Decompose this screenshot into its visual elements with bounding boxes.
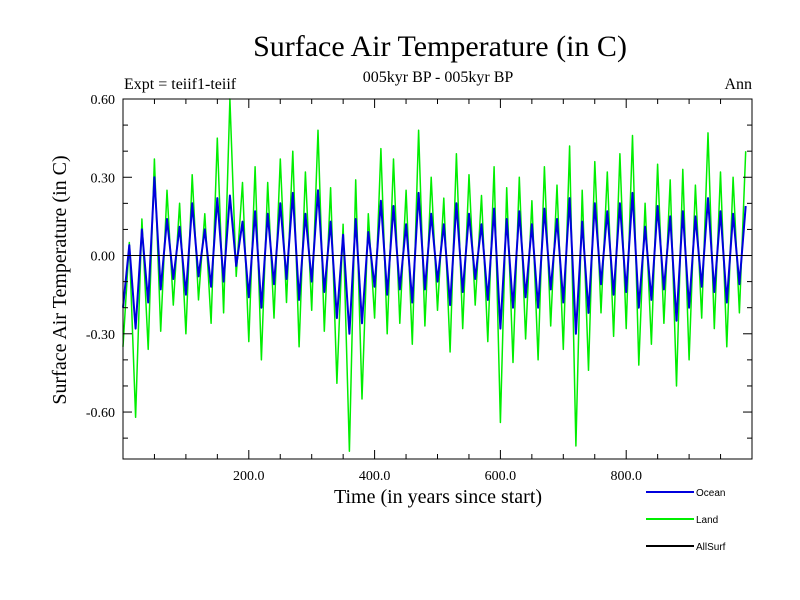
x-tick-label: 600.0 (485, 469, 517, 484)
chart-subtitle: 005kyr BP - 005kyr BP (363, 69, 514, 86)
plot-area (122, 98, 747, 452)
legend-label-land: Land (696, 515, 718, 526)
y-tick-label: 0.30 (91, 171, 116, 186)
y-tick-label: 0.60 (91, 93, 116, 108)
legend-label-allsurf: AllSurf (696, 542, 726, 553)
y-tick-label: 0.00 (91, 250, 116, 265)
experiment-label: Expt = teiif1-teiif (124, 76, 237, 93)
x-tick-label: 800.0 (610, 469, 642, 484)
x-tick-label: 200.0 (233, 469, 265, 484)
x-tick-label: 400.0 (359, 469, 391, 484)
y-tick-label: -0.30 (86, 328, 115, 343)
series-line-ocean (122, 176, 747, 335)
y-tick-label: -0.60 (86, 406, 115, 421)
chart-title: Surface Air Temperature (in C) (253, 30, 627, 63)
season-label: Ann (724, 76, 752, 93)
legend-label-ocean: Ocean (696, 488, 725, 499)
axes: 0.60 0.30 0.00 -0.30 -0.60 200.0 400.0 600.0 800… (86, 93, 753, 484)
x-axis-label: Time (in years since start) (334, 486, 542, 508)
y-axis-label: Surface Air Temperature (in C) (49, 155, 71, 404)
legend: Ocean Land AllSurf (646, 488, 726, 553)
